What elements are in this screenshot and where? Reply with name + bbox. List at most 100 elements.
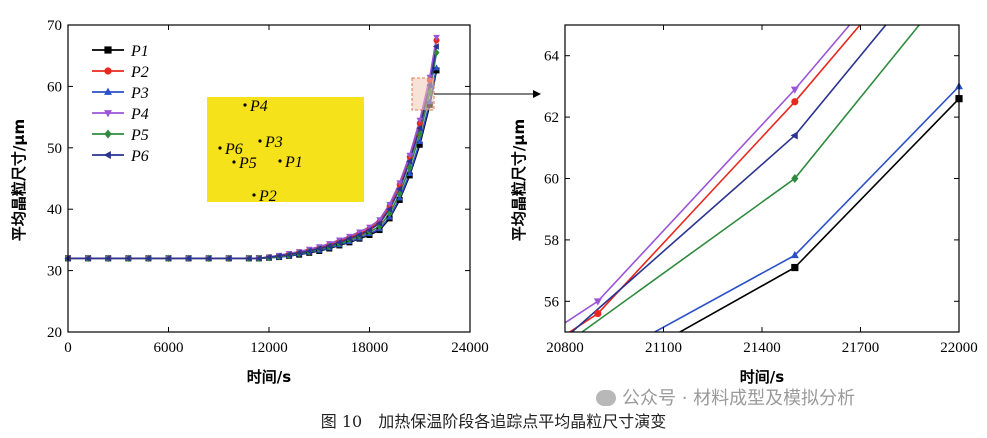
data-point-p4: [396, 180, 403, 187]
y-tick-label: 60: [47, 79, 62, 95]
data-point-p6: [295, 249, 302, 257]
data-point-p5: [396, 190, 403, 198]
data-point-p4: [406, 152, 413, 159]
legend-marker-p4: [104, 110, 112, 118]
x-tick-label: 22000: [940, 340, 978, 356]
tracking-point-label-p3: P3: [264, 134, 283, 151]
y-tick-label: 62: [544, 110, 559, 126]
x-tick-label: 6000: [154, 340, 184, 356]
data-point-p1: [433, 67, 440, 74]
legend-label-p6: P6: [130, 148, 149, 165]
series-line-p6: [570, 25, 887, 332]
data-point-p6: [275, 252, 282, 260]
x-tick-label: 21100: [645, 340, 682, 356]
data-point-p2: [594, 309, 602, 318]
x-tick-label: 21400: [743, 340, 781, 356]
x-tick-label: 24000: [451, 340, 489, 356]
x-tick-label: 12000: [250, 340, 288, 356]
y-tick-label: 20: [47, 325, 62, 341]
data-point-p4: [790, 86, 799, 94]
data-point-p4: [433, 34, 440, 41]
tracking-point-label-p2: P2: [258, 188, 277, 205]
data-point-p6: [432, 43, 439, 50]
data-point-p4: [376, 217, 383, 224]
tracking-point-label-p1: P1: [284, 154, 303, 171]
data-point-p6: [365, 226, 372, 234]
legend-label-p4: P4: [130, 106, 149, 123]
inset-map-background: [207, 97, 364, 202]
data-point-p3: [433, 64, 440, 71]
data-point-p2: [791, 98, 799, 106]
x-tick-label: 18000: [351, 340, 389, 356]
legend-label-p3: P3: [130, 85, 149, 102]
tracking-point-label-p6: P6: [224, 141, 243, 158]
data-point-p6: [245, 255, 252, 262]
data-point-p4: [366, 224, 373, 231]
tracking-point-dot: [258, 139, 262, 143]
right-xlabel: 时间/s: [740, 368, 784, 386]
legend-marker-p2: [104, 67, 112, 75]
data-point-p6: [355, 231, 362, 239]
legend: P1 P2 P3 P4 P5 P6: [92, 43, 149, 165]
data-point-p4: [416, 117, 424, 124]
tracking-point-label-p5: P5: [238, 155, 257, 172]
right-chart: 20800 21100 21400 21700 22000 56 58 60 62 64 时间/s…: [510, 24, 978, 386]
tracking-point-label-p4: P4: [249, 98, 268, 115]
tracking-point-dot: [252, 193, 256, 197]
data-point-p6: [396, 185, 403, 193]
tracking-point-dot: [232, 160, 236, 164]
data-point-p6: [335, 239, 342, 246]
legend-label-p5: P5: [130, 127, 149, 144]
left-chart: P4 P6 P3 P5 P1 P2 0 6000 12000 18000 24000 20 30 40 5…: [10, 18, 489, 386]
figure: P4 P6 P3 P5 P1 P2 0 6000 12000 18000 24000 20 30 40 5…: [10, 18, 978, 386]
tracking-point-dot: [218, 146, 222, 150]
data-point-p6: [144, 255, 151, 262]
data-point-p6: [225, 255, 232, 262]
inset-map-labels: P4 P6 P3 P5 P1 P2: [218, 98, 303, 205]
data-point-p6: [185, 255, 191, 262]
data-point-p6: [315, 245, 322, 252]
zoom-region-box: [411, 77, 435, 111]
data-point-p5: [791, 174, 799, 183]
figure-caption: 图 10 加热保温阶段各追踪点平均晶粒尺寸演变: [320, 412, 667, 431]
y-tick-label: 40: [47, 202, 62, 218]
x-tick-label: 21700: [842, 340, 880, 356]
data-point-p6: [205, 255, 212, 262]
series-line-p5: [580, 25, 921, 332]
tracking-point-dot: [243, 103, 247, 107]
data-point-p5: [433, 48, 440, 57]
data-point-p6: [386, 205, 392, 213]
right-ylabel: 平均晶粒尺寸/μm: [510, 119, 528, 241]
data-point-p6: [164, 255, 171, 262]
data-point-p5: [416, 130, 423, 139]
data-point-p4: [593, 298, 602, 306]
data-point-p3: [416, 138, 424, 145]
y-tick-label: 58: [544, 233, 559, 249]
watermark-text: 公众号 · 材料成型及模拟分析: [622, 388, 856, 409]
data-point-p6: [375, 220, 382, 227]
y-tick-label: 70: [47, 18, 62, 34]
legend-label-p1: P1: [130, 43, 149, 60]
data-point-p3: [790, 250, 799, 259]
data-point-p6: [124, 255, 131, 262]
legend-label-p2: P2: [130, 64, 149, 81]
series-line-p2: [568, 25, 862, 332]
data-point-p1: [416, 141, 423, 148]
wechat-logo-icon: [596, 390, 616, 406]
data-point-p6: [265, 253, 272, 261]
data-point-p1: [791, 263, 799, 272]
legend-marker-p3: [104, 87, 112, 95]
data-point-p5: [406, 163, 413, 172]
x-tick-label: 20800: [546, 340, 584, 356]
y-tick-label: 64: [544, 49, 560, 65]
series-line-p3: [653, 85, 959, 332]
left-xlabel: 时间/s: [247, 368, 291, 386]
y-tick-label: 30: [47, 264, 62, 280]
legend-marker-p5: [104, 129, 112, 139]
data-point-p6: [325, 242, 332, 250]
data-point-p6: [345, 235, 352, 242]
data-point-p6: [416, 124, 423, 132]
y-tick-label: 50: [47, 141, 62, 157]
left-ylabel: 平均晶粒尺寸/μm: [10, 119, 28, 241]
watermark: 公众号 · 材料成型及模拟分析: [596, 384, 855, 410]
